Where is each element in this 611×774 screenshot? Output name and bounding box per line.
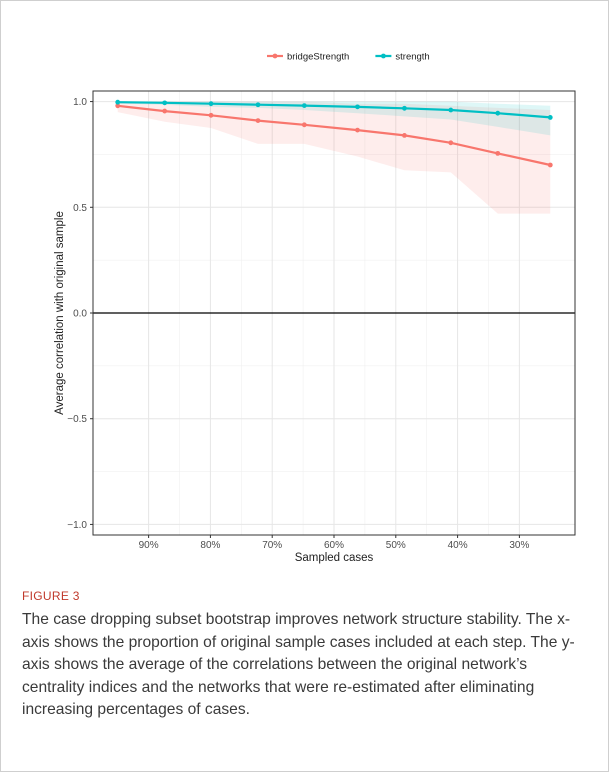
data-point-strength [355,104,360,110]
y-tick-label: 0.5 [73,203,87,214]
data-point-strength [301,103,307,108]
x-tick-label: 80% [200,540,220,551]
data-point-strength [547,115,553,120]
x-tick-label: 90% [139,540,159,551]
y-tick-label: 1.0 [73,97,87,108]
data-point-bridgeStrength [255,118,261,123]
axes: −1.0 −0.5 0.0 0.5 1.0 90% 80% 70% 60% 50% 40% 30% [67,97,529,551]
series-line-bridgeStrength [117,104,551,167]
y-tick-label: −1.0 [67,520,87,531]
data-point-strength [208,101,214,107]
x-tick-label: 40% [448,540,468,551]
data-point-bridgeStrength [402,133,407,138]
data-point-bridgeStrength [115,103,121,109]
data-point-strength [495,110,501,116]
legend-marker-strength [381,53,386,59]
x-tick-label: 50% [386,540,406,551]
series-line-strength [117,101,551,119]
data-point-strength [255,102,261,108]
y-tick-label: 0.0 [73,309,87,320]
x-axis-label: Sampled cases [295,552,374,564]
x-tick-label: 70% [262,540,282,551]
y-axis-label: Average correlation with original sample [54,211,66,415]
legend-label-strength: strength [395,52,429,63]
data-point-bridgeStrength [208,112,214,118]
figure-caption-text: The case dropping subset bootstrap impro… [22,611,575,718]
ribbon-bridgeStrength [117,101,551,214]
data-point-strength [162,100,168,106]
x-tick-label: 30% [509,540,529,551]
data-point-bridgeStrength [355,127,360,133]
x-tick-label: 60% [324,540,344,551]
data-point-bridgeStrength [162,108,168,114]
data-point-strength [402,105,407,111]
plot-panel [92,90,576,536]
data-point-strength [115,99,121,105]
figure-caption: FIGURE 3 The case dropping subset bootst… [22,589,592,722]
chart: bridgeStrength strength −1.0 −0.5 0.0 0.5 1.0… [54,52,576,564]
data-point-bridgeStrength [301,122,307,128]
legend-marker-bridgeStrength [272,53,278,59]
figure-label: FIGURE 3 [22,589,80,603]
data-point-strength [448,107,454,113]
data-point-bridgeStrength [448,140,454,146]
legend: bridgeStrength strength [267,52,430,63]
legend-label-bridgeStrength: bridgeStrength [287,52,349,63]
data-point-bridgeStrength [547,162,553,168]
data-point-bridgeStrength [495,150,501,156]
y-tick-label: −0.5 [67,414,87,425]
